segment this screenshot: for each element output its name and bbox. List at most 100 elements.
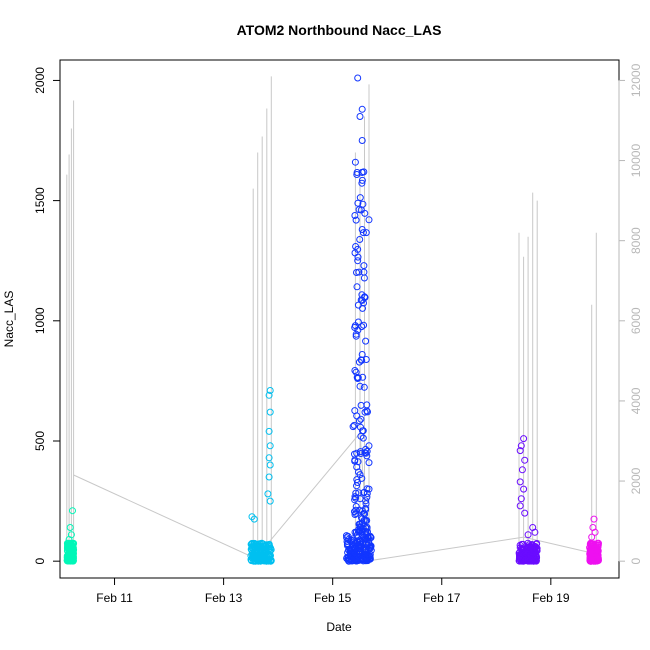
data-point: [355, 358, 363, 366]
series-1: [63, 507, 78, 565]
data-point: [359, 539, 367, 547]
data-point: [356, 194, 364, 202]
data-point: [516, 544, 524, 552]
data-point: [360, 299, 367, 307]
data-point: [251, 550, 259, 558]
data-point: [360, 489, 368, 497]
data-point: [358, 474, 366, 482]
data-point: [365, 459, 373, 467]
data-point: [344, 540, 351, 547]
y-left-tick-label: 2000: [33, 67, 47, 94]
data-point: [66, 524, 74, 531]
data-point: [344, 542, 351, 550]
data-point: [266, 497, 274, 505]
data-point: [364, 408, 371, 416]
data-point: [357, 432, 365, 440]
data-point: [355, 268, 363, 276]
plot-frame: [59, 59, 620, 579]
data-point: [353, 269, 360, 276]
data-point: [524, 545, 532, 553]
data-point: [531, 528, 539, 536]
series-2: [247, 387, 275, 565]
data-point: [353, 283, 361, 291]
data-point: [354, 74, 362, 82]
data-point: [264, 490, 272, 498]
data-point: [352, 332, 360, 340]
data-point: [524, 531, 532, 539]
y-right-tick-label: 12000: [629, 63, 643, 97]
data-point: [355, 528, 362, 536]
data-point: [357, 448, 364, 456]
data-point: [352, 489, 360, 497]
y-right-tick-label: 6000: [629, 307, 643, 334]
data-point: [361, 209, 369, 217]
data-point: [518, 466, 526, 474]
data-point: [516, 478, 524, 486]
data-point: [352, 330, 360, 338]
data-point: [248, 540, 256, 548]
data-point: [366, 545, 374, 553]
data-point: [351, 158, 359, 166]
data-point: [354, 479, 361, 486]
data-point: [266, 408, 274, 416]
data-point: [358, 105, 366, 113]
data-point: [359, 373, 367, 381]
y-right-tick-label: 8000: [629, 227, 643, 254]
data-point: [588, 533, 596, 541]
data-point: [358, 168, 366, 176]
data-point: [254, 551, 262, 559]
data-point: [522, 556, 530, 564]
data-point: [362, 337, 370, 345]
data-point: [591, 557, 599, 565]
data-point: [266, 442, 274, 450]
data-point: [360, 268, 368, 276]
data-point: [351, 511, 359, 518]
data-point: [69, 545, 77, 553]
data-point: [266, 387, 274, 394]
data-point: [250, 515, 258, 523]
y-axis-left: 0 500 1000 1500 2000: [33, 67, 61, 565]
data-point: [362, 356, 370, 363]
data-point: [358, 528, 366, 536]
data-point: [352, 216, 360, 224]
data-point: [351, 407, 359, 415]
data-point: [354, 543, 362, 551]
data-point: [350, 421, 358, 429]
data-point: [527, 557, 535, 565]
data-point: [248, 513, 256, 521]
data-point: [522, 552, 530, 560]
data-point: [521, 509, 529, 517]
data-point: [249, 553, 257, 561]
x-tick-label: Feb 17: [423, 591, 461, 605]
series-5: [586, 515, 602, 565]
data-point: [353, 449, 361, 457]
data-point: [266, 461, 274, 469]
data-point: [531, 542, 539, 550]
points-layer: [63, 74, 602, 565]
x-tick-label: Feb 13: [205, 591, 243, 605]
data-point: [591, 528, 599, 536]
data-point: [66, 554, 74, 562]
data-point: [516, 502, 524, 510]
data-point: [354, 326, 362, 334]
data-point: [354, 245, 362, 253]
data-point: [590, 540, 598, 548]
data-point: [356, 113, 364, 120]
data-point: [362, 229, 370, 237]
data-point: [261, 552, 269, 560]
data-point: [345, 546, 353, 554]
data-point: [517, 495, 525, 503]
y-right-tick-label: 10000: [629, 144, 643, 178]
data-point: [265, 391, 273, 399]
data-point: [352, 494, 360, 502]
data-point: [358, 176, 366, 184]
x-axis: Feb 11 Feb 13 Feb 15 Feb 17 Feb 19: [96, 578, 570, 605]
data-point: [354, 374, 362, 382]
data-point: [594, 551, 602, 559]
data-point: [261, 555, 269, 563]
y-left-tick-label: 0: [33, 558, 47, 565]
data-point: [358, 323, 366, 331]
data-point: [265, 545, 272, 553]
data-point: [520, 435, 528, 443]
